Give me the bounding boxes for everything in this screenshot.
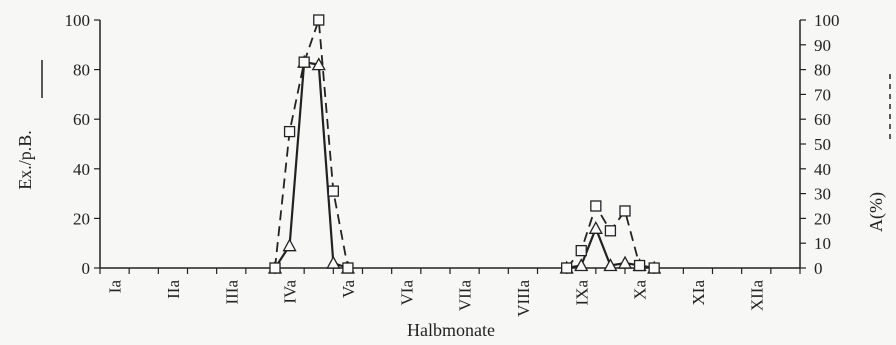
left-y-tick-label: 60 <box>73 110 90 129</box>
right-y-axis-title: A(%) <box>866 192 887 232</box>
square-point <box>269 262 281 274</box>
right-y-tick-label: 10 <box>814 234 831 253</box>
x-tick-label: IVa <box>281 280 300 304</box>
square-point <box>561 262 573 274</box>
right-y-tick-label: 30 <box>814 185 831 204</box>
square-point <box>298 56 310 68</box>
x-axis-title: Halbmonate <box>407 320 495 340</box>
right-y-tick-label: 60 <box>814 110 831 129</box>
triangle-point <box>617 255 633 269</box>
square-point <box>619 205 631 217</box>
square-point <box>590 200 602 212</box>
square-point <box>342 262 354 274</box>
x-tick-label: VIa <box>397 280 416 306</box>
square-point <box>604 225 617 237</box>
left-y-tick-label: 80 <box>73 61 90 80</box>
left-y-tick-label: 20 <box>73 209 90 228</box>
square-point <box>633 259 646 272</box>
x-tick-label: IXa <box>572 280 591 306</box>
left-y-tick-label: 100 <box>65 11 91 30</box>
axes: Ia IIa IIIa IVa Va VIa VIIa VIIIa IXa Xa XIa XIIa 0 2… <box>41 11 891 317</box>
right-y-tick-label: 100 <box>814 11 840 30</box>
x-tick-label: XIIa <box>747 280 766 312</box>
right-y-tick-label: 20 <box>814 209 831 228</box>
right-y-tick-label: 80 <box>814 61 831 80</box>
square-point <box>575 244 587 257</box>
right-y-tick-label: 70 <box>814 85 831 104</box>
square-point <box>648 262 660 274</box>
triangle-point <box>574 258 589 272</box>
right-y-tick-label: 0 <box>814 259 823 278</box>
series-1-line <box>274 19 349 269</box>
left-y-tick-label: 40 <box>73 160 90 179</box>
labels: Halbmonate Ex./p.B. A(%) <box>15 130 887 340</box>
left-y-axis-title: Ex./p.B. <box>15 130 35 190</box>
x-tick-label: IIa <box>164 280 183 299</box>
x-tick-label: Ia <box>106 280 125 294</box>
triangle-point <box>588 220 603 234</box>
right-y-tick-label: 50 <box>814 135 831 154</box>
x-tick-label: Xa <box>631 280 650 300</box>
x-tick-label: XIa <box>689 280 708 306</box>
right-y-tick-label: 40 <box>814 160 831 179</box>
triangle-point <box>326 255 341 269</box>
square-point <box>327 185 339 197</box>
square-point <box>283 125 296 138</box>
x-tick-label: IIIa <box>222 280 241 305</box>
square-point <box>313 14 325 26</box>
x-tick-label: VIIIa <box>514 280 533 317</box>
left-y-tick-label: 0 <box>82 259 91 278</box>
right-y-tick-label: 90 <box>814 36 831 55</box>
x-tick-label: VIIa <box>456 280 475 312</box>
series-layer <box>267 14 662 274</box>
triangle-point <box>282 238 297 252</box>
triangle-point <box>603 258 618 272</box>
x-tick-label: Va <box>339 280 358 298</box>
